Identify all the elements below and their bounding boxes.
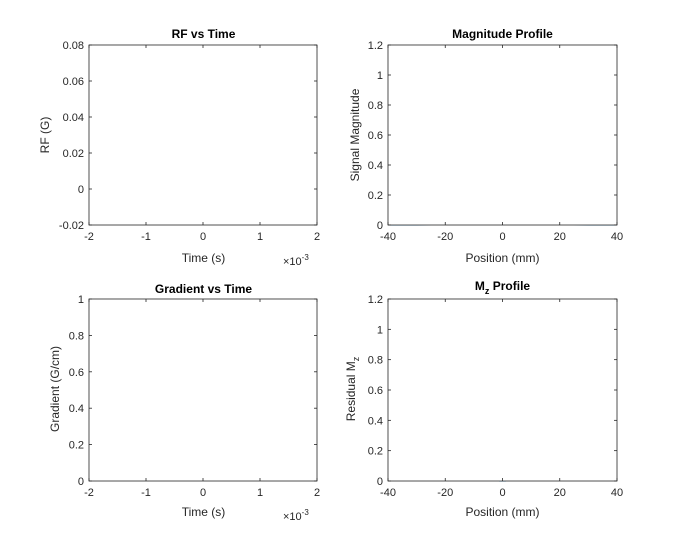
rf-ticks: -2 -1 0 1 2 -0.02 0 0.02 0.04 0.06 0.08 xyxy=(59,40,320,243)
mz-xlabel: Position (mm) xyxy=(465,505,539,519)
gradient-ytick-label-4: 0.8 xyxy=(69,330,84,342)
gradient-xtick-label-0: -2 xyxy=(84,487,94,499)
magnitude-ytick-label-3: 0.6 xyxy=(368,130,383,142)
rf-ytick-label-2: 0.02 xyxy=(63,148,84,160)
magnitude-ylabel: Signal Magnitude xyxy=(348,88,362,181)
mz-axes-box xyxy=(387,298,618,482)
magnitude-ytick-label-6: 1.2 xyxy=(368,40,383,52)
gradient-axes-box xyxy=(88,298,318,482)
rf-ytick-label-5: 0.08 xyxy=(63,40,84,52)
magnitude-xlabel: Position (mm) xyxy=(465,251,539,265)
mz-xtick-label-3: 20 xyxy=(554,487,566,499)
gradient-xlabel: Time (s) xyxy=(182,505,226,519)
magnitude-profile-panel: -40 -20 0 20 40 0 0.2 0.4 0.6 0.8 1 1.2 Magnitude P… xyxy=(348,27,623,265)
rf-xtick-label-0: -2 xyxy=(84,231,94,243)
gradient-x-exponent: ×10-3 xyxy=(283,508,309,523)
magnitude-ticks: -40 -20 0 20 40 0 0.2 0.4 0.6 0.8 1 1.2 xyxy=(368,40,623,243)
gradient-xtick-label-4: 2 xyxy=(314,487,320,499)
rf-x-exponent: ×10-3 xyxy=(283,253,309,268)
mz-title: Mz Profile xyxy=(475,279,531,296)
magnitude-ytick-label-0: 0 xyxy=(377,220,383,232)
magnitude-xtick-label-1: -20 xyxy=(437,231,453,243)
rf-xtick-label-4: 2 xyxy=(314,231,320,243)
magnitude-ytick-label-2: 0.4 xyxy=(368,160,383,172)
gradient-ytick-label-2: 0.4 xyxy=(69,403,84,415)
gradient-ticks: -2 -1 0 1 2 0 0.2 0.4 0.6 0.8 1 xyxy=(69,294,320,499)
rf-ytick-label-0: -0.02 xyxy=(59,220,84,232)
mz-xtick-label-1: -20 xyxy=(437,487,453,499)
magnitude-title: Magnitude Profile xyxy=(452,27,553,41)
magnitude-axes-frame xyxy=(387,44,618,226)
gradient-xtick-label-3: 1 xyxy=(257,487,263,499)
rf-xlabel: Time (s) xyxy=(182,251,226,265)
magnitude-xtick-label-0: -40 xyxy=(380,231,396,243)
magnitude-ytick-label-4: 0.8 xyxy=(368,100,383,112)
gradient-axes-frame xyxy=(88,298,318,482)
rf-ytick-label-1: 0 xyxy=(78,184,84,196)
mz-xtick-label-0: -40 xyxy=(380,487,396,499)
gradient-ytick-label-3: 0.6 xyxy=(69,367,84,379)
magnitude-axes-box xyxy=(387,44,618,226)
gradient-xtick-label-2: 0 xyxy=(200,487,206,499)
mz-ticks: -40 -20 0 20 40 0 0.2 0.4 0.6 0.8 1 1.2 xyxy=(368,294,623,499)
rf-title: RF vs Time xyxy=(172,27,236,41)
magnitude-xtick-label-4: 40 xyxy=(611,231,623,243)
mz-ytick-label-0: 0 xyxy=(377,476,383,488)
rf-axes-box xyxy=(88,44,318,226)
rf-ytick-label-3: 0.04 xyxy=(63,112,84,124)
gradient-title: Gradient vs Time xyxy=(155,282,252,296)
rf-vs-time-panel: -2 -1 0 1 2 -0.02 0 0.02 0.04 0.06 0.08 RF vs Time… xyxy=(38,27,320,268)
mz-ytick-label-1: 0.2 xyxy=(368,446,383,458)
magnitude-xtick-label-3: 20 xyxy=(554,231,566,243)
mz-ytick-label-5: 1 xyxy=(377,324,383,336)
mz-ytick-label-4: 0.8 xyxy=(368,355,383,367)
mz-ytick-label-3: 0.6 xyxy=(368,385,383,397)
rf-ylabel: RF (G) xyxy=(38,117,52,154)
rf-axes-frame xyxy=(88,44,318,226)
gradient-xtick-label-1: -1 xyxy=(141,487,151,499)
gradient-vs-time-panel: -2 -1 0 1 2 0 0.2 0.4 0.6 0.8 1 Gradient vs Time T… xyxy=(48,282,320,523)
mz-ytick-label-2: 0.4 xyxy=(368,415,383,427)
gradient-ytick-label-1: 0.2 xyxy=(69,440,84,452)
magnitude-ytick-label-1: 0.2 xyxy=(368,190,383,202)
mz-ytick-label-6: 1.2 xyxy=(368,294,383,306)
rf-ytick-label-4: 0.06 xyxy=(63,76,84,88)
gradient-ytick-label-5: 1 xyxy=(78,294,84,306)
rf-xtick-label-1: -1 xyxy=(141,231,151,243)
gradient-ylabel: Gradient (G/cm) xyxy=(48,346,62,432)
rf-xtick-label-3: 1 xyxy=(257,231,263,243)
mz-ylabel: Residual Mz xyxy=(344,356,361,421)
rf-xtick-label-2: 0 xyxy=(200,231,206,243)
mz-xtick-label-4: 40 xyxy=(611,487,623,499)
magnitude-xtick-label-2: 0 xyxy=(499,231,505,243)
mz-xtick-label-2: 0 xyxy=(499,487,505,499)
magnitude-ytick-label-5: 1 xyxy=(377,70,383,82)
mz-axes-frame xyxy=(387,298,618,482)
gradient-ytick-label-0: 0 xyxy=(78,476,84,488)
